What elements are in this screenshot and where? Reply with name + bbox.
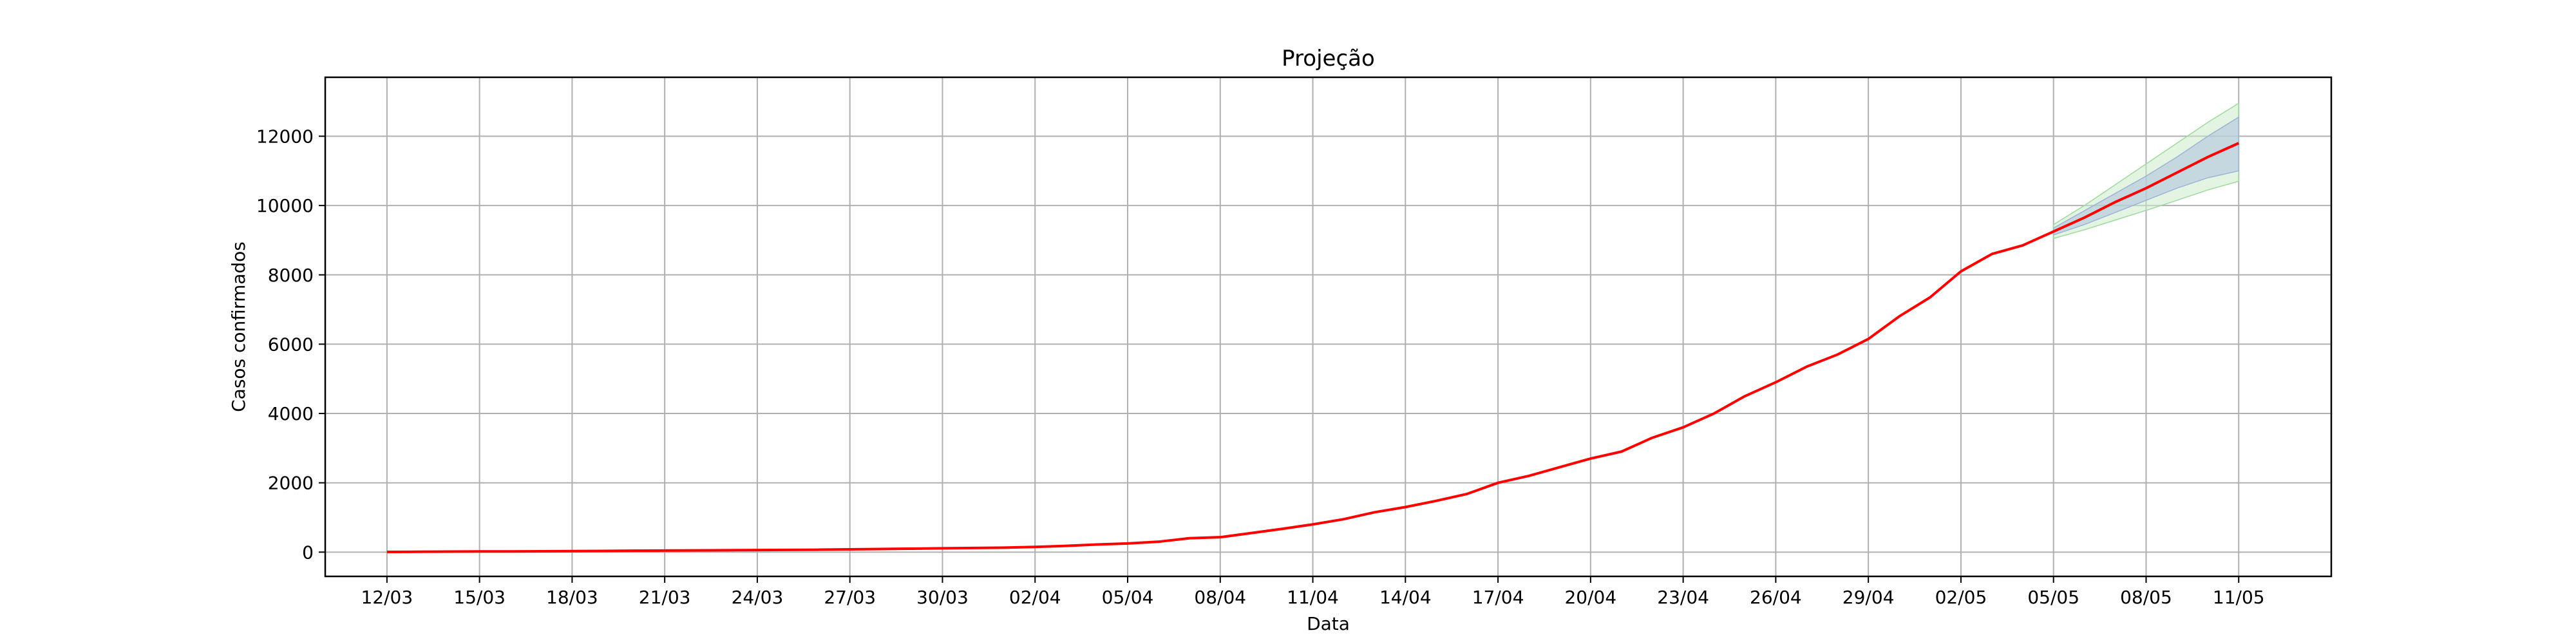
x-axis-label: Data <box>1307 613 1350 634</box>
y-tick-label: 6000 <box>268 334 314 355</box>
series-line <box>386 142 2240 554</box>
x-tick-label: 20/04 <box>1564 587 1616 608</box>
x-tick-label: 23/04 <box>1657 587 1709 608</box>
x-tick-label: 08/04 <box>1194 587 1246 608</box>
x-ticks: 12/03 15/03 18/03 21/03 24/03 27/03 30/03 02/04… <box>361 576 2265 608</box>
plot-frame <box>324 76 2333 578</box>
x-tick-label: 02/04 <box>1009 587 1061 608</box>
x-tick-label: 21/03 <box>639 587 691 608</box>
x-tick-label: 11/05 <box>2213 587 2265 608</box>
x-tick-label: 14/04 <box>1379 587 1432 608</box>
x-tick-label: 15/03 <box>453 587 506 608</box>
y-tick-label: 8000 <box>268 265 314 286</box>
x-tick-label: 26/04 <box>1750 587 1802 608</box>
y-ticks: 0 2000 4000 6000 8000 10000 12000 <box>256 126 325 563</box>
x-tick-label: 05/05 <box>2027 587 2079 608</box>
x-tick-label: 30/03 <box>916 587 969 608</box>
x-tick-label: 05/04 <box>1102 587 1154 608</box>
projection-band-inner <box>2052 116 2239 236</box>
y-tick-label: 10000 <box>256 195 314 216</box>
grid <box>325 77 2331 576</box>
y-tick-label: 2000 <box>268 473 314 494</box>
x-tick-label: 24/03 <box>732 587 784 608</box>
y-tick-label: 4000 <box>268 403 314 424</box>
x-tick-label: 18/03 <box>546 587 598 608</box>
y-tick-label: 0 <box>302 542 314 563</box>
x-tick-label: 27/03 <box>824 587 876 608</box>
y-tick-label: 12000 <box>256 126 314 147</box>
x-tick-label: 11/04 <box>1287 587 1339 608</box>
x-tick-label: 29/04 <box>1842 587 1895 608</box>
y-axis-label: Casos confirmados <box>228 242 249 412</box>
x-tick-label: 12/03 <box>361 587 413 608</box>
x-tick-label: 02/05 <box>1935 587 1987 608</box>
series-lines <box>386 142 2240 554</box>
projection-bands <box>2052 102 2239 240</box>
x-tick-label: 17/04 <box>1472 587 1524 608</box>
x-tick-label: 08/05 <box>2120 587 2172 608</box>
chart-title: Projeção <box>1282 46 1375 71</box>
